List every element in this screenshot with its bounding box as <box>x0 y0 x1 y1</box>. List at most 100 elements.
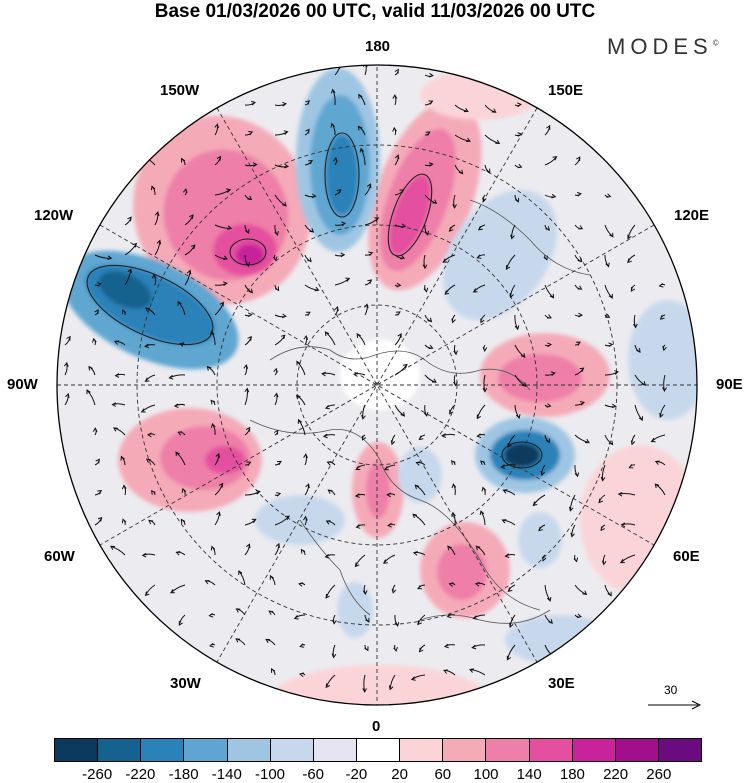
wind-arrow <box>627 254 636 264</box>
wind-arrow <box>574 192 582 197</box>
wind-arrow <box>304 284 320 292</box>
wind-arrow <box>325 520 336 526</box>
wind-arrow <box>574 341 581 346</box>
wind-arrow <box>273 367 278 376</box>
wind-arrow <box>210 330 216 346</box>
wind-arrow <box>121 484 127 496</box>
wind-arrow <box>64 335 71 346</box>
wind-arrow <box>574 434 590 444</box>
wind-arrow <box>569 494 576 512</box>
wind-arrow <box>410 674 426 681</box>
colorbar-tick-label: -60 <box>302 766 325 783</box>
wind-arrow <box>412 551 426 556</box>
wind-arrow <box>544 434 551 444</box>
wind-arrow <box>334 277 351 286</box>
wind-arrow <box>299 643 306 648</box>
wind-arrow <box>154 211 160 226</box>
wind-arrow <box>173 403 186 409</box>
wind-arrow <box>484 104 497 113</box>
wind-arrow <box>448 224 456 232</box>
wind-arrow <box>451 511 456 526</box>
wind-arrow <box>244 254 250 268</box>
wind-arrow <box>424 224 430 236</box>
wind-arrow <box>114 373 126 378</box>
wind-arrow <box>274 101 288 107</box>
lon-label-30e: 30E <box>548 675 575 692</box>
wind-arrow <box>424 344 434 350</box>
colorbar-tick-label: 60 <box>434 766 452 783</box>
wind-arrow <box>214 224 233 230</box>
wind-arrow <box>210 399 216 406</box>
wind-arrow <box>144 343 156 349</box>
wind-arrow <box>509 284 516 299</box>
wind-arrow <box>304 483 310 496</box>
wind-arrow <box>214 155 222 166</box>
wind-arrow <box>140 404 156 413</box>
wind-arrow <box>354 554 366 568</box>
wind-arrow <box>274 542 280 556</box>
wind-arrow <box>394 282 402 288</box>
wind-arrow <box>634 344 641 353</box>
wind-arrow <box>355 464 366 470</box>
lon-label-90w: 90W <box>7 376 38 393</box>
wind-arrow <box>424 72 434 78</box>
wind-arrow <box>514 163 523 169</box>
wind-arrow <box>619 554 636 564</box>
wind-arrow <box>600 524 606 532</box>
wind-arrow <box>168 374 186 380</box>
brand-mark: © <box>712 38 719 48</box>
wind-arrow <box>424 131 431 136</box>
wind-arrow <box>208 612 216 618</box>
wind-arrow <box>501 519 516 526</box>
wind-arrow <box>272 254 278 262</box>
wind-arrow <box>509 614 516 628</box>
colorbar <box>54 738 702 762</box>
wind-arrow <box>148 519 156 526</box>
wind-arrow <box>144 584 156 597</box>
wind-arrow <box>598 494 606 504</box>
colorbar-cell <box>313 739 357 761</box>
wind-arrow <box>244 461 252 466</box>
wind-arrow <box>514 314 520 331</box>
wind-arrow <box>175 451 186 466</box>
wind-arrow <box>510 224 516 240</box>
wind-arrow <box>394 254 406 260</box>
wind-arrow <box>474 581 486 587</box>
colorbar-tick-label: -20 <box>345 766 368 783</box>
wind-arrow <box>269 574 276 586</box>
wind-arrow <box>145 307 156 316</box>
wind-arrow <box>574 584 588 596</box>
colorbar-cell <box>572 739 616 761</box>
wind-vectors <box>64 65 667 693</box>
wind-arrow <box>443 643 456 649</box>
wind-arrow <box>654 483 666 496</box>
wind-arrow <box>447 545 456 556</box>
wind-arrow <box>454 164 464 175</box>
wind-arrow <box>441 433 456 438</box>
colorbar-cell <box>615 739 659 761</box>
wind-arrow <box>484 134 501 145</box>
colorbar-tick-label: 100 <box>473 766 499 783</box>
wind-arrow <box>573 554 579 563</box>
wind-arrow <box>183 188 188 196</box>
lon-label-120e: 120E <box>674 207 710 224</box>
wind-arrow <box>482 194 487 203</box>
wind-arrow <box>574 156 581 166</box>
wind-arrow <box>364 303 369 316</box>
wind-arrow <box>86 389 96 406</box>
wind-arrow <box>469 668 486 676</box>
wind-arrow <box>476 433 486 439</box>
wind-arrow <box>150 185 156 196</box>
wind-arrow <box>154 239 162 256</box>
wind-arrow <box>451 483 457 496</box>
wind-arrow <box>325 584 336 599</box>
wind-arrow <box>274 460 282 466</box>
wind-arrow <box>150 489 156 496</box>
colorbar-cell <box>356 739 401 761</box>
wind-arrow <box>303 515 308 526</box>
wind-arrow <box>484 164 491 174</box>
wind-arrow <box>303 334 309 346</box>
wind-arrow <box>124 268 132 286</box>
wind-arrow <box>296 360 306 376</box>
wind-arrow <box>423 284 429 293</box>
